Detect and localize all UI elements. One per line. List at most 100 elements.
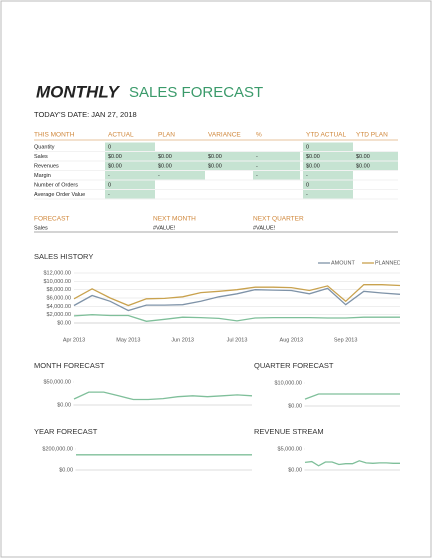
y-tick-label: $2,000.00 xyxy=(47,312,71,318)
y-tick-label: $10,000.00 xyxy=(43,279,71,285)
table-header: THIS MONTH xyxy=(34,132,75,139)
table-header: ACTUAL xyxy=(108,132,134,139)
forecast-text: Sales xyxy=(34,225,48,231)
forecast-header: FORECAST xyxy=(34,216,69,223)
charts: SALES HISTORY $0.00 $2,000.00 $4,000.00 $6,0… xyxy=(34,252,401,473)
table-text: $0.00 xyxy=(356,154,370,160)
table-cell xyxy=(303,180,353,189)
table-cell xyxy=(205,152,253,161)
table-text: - xyxy=(108,173,110,179)
table-text: Revenues xyxy=(34,163,59,169)
table-text: 0 xyxy=(306,182,309,188)
table-header: PLAN xyxy=(158,132,175,139)
series-line xyxy=(73,287,401,312)
table-cell xyxy=(253,152,300,161)
y-tick-label: $12,000.00 xyxy=(43,270,71,276)
table-text: $0.00 xyxy=(108,154,122,160)
y-tick-label: $0.00 xyxy=(288,467,302,473)
table-cell xyxy=(105,180,155,189)
table-cell xyxy=(105,152,155,161)
table-cell xyxy=(353,152,398,161)
table-text: - xyxy=(256,173,258,179)
table-cell xyxy=(303,161,353,170)
y-tick-label: $0.00 xyxy=(59,467,73,473)
y-tick-label: $8,000.00 xyxy=(47,287,71,293)
table-text: $0.00 xyxy=(306,154,320,160)
y-tick-label: $5,000.00 xyxy=(278,446,302,452)
table-text: $0.00 xyxy=(306,163,320,169)
chart-title: YEAR FORECAST xyxy=(34,427,98,436)
table-cell xyxy=(105,161,155,170)
table-text: Quantity xyxy=(34,144,55,150)
title-rest: SALES FORECAST xyxy=(129,84,263,101)
table-header: VARIANCE xyxy=(208,132,241,139)
table-text: - xyxy=(256,163,258,169)
table-cell xyxy=(253,171,300,180)
table-text: Number of Orders xyxy=(34,182,78,188)
table-cell xyxy=(303,171,353,180)
table-header: YTD ACTUAL xyxy=(306,132,346,139)
table-header: % xyxy=(256,132,262,139)
table-text: $0.00 xyxy=(356,163,370,169)
table-text: $0.00 xyxy=(158,163,172,169)
chart-title: SALES HISTORY xyxy=(34,252,93,261)
series-line xyxy=(304,460,400,467)
table-cell xyxy=(303,152,353,161)
x-tick-label: Apr 2013 xyxy=(63,337,85,343)
legend: AMOUNT PLANNED xyxy=(318,260,401,266)
series-line xyxy=(73,284,401,307)
chart-title: REVENUE STREAM xyxy=(254,427,324,436)
y-tick-label: $6,000.00 xyxy=(47,295,71,301)
table-text: - xyxy=(306,192,308,198)
date: TODAY'S DATE: JAN 27, 2018 xyxy=(34,110,137,119)
table-cell xyxy=(303,142,353,151)
table-cell xyxy=(205,161,253,170)
x-tick-label: Jul 2013 xyxy=(227,337,248,343)
table-text: - xyxy=(306,173,308,179)
y-tick-label: $50,000.00 xyxy=(43,379,71,385)
table-cell xyxy=(105,142,155,151)
table-cell xyxy=(155,152,205,161)
forecast-header: NEXT MONTH xyxy=(153,216,196,223)
forecast-text: #VALUE! xyxy=(153,225,176,231)
table-text: Average Order Value xyxy=(34,192,85,198)
series-line xyxy=(73,314,400,322)
table-cell xyxy=(105,190,155,199)
table-text: - xyxy=(158,173,160,179)
x-tick-label: Sep 2013 xyxy=(334,337,358,343)
table-cell xyxy=(155,171,205,180)
forecast-header: NEXT QUARTER xyxy=(253,216,304,223)
table-cell xyxy=(353,161,398,170)
table-text: Margin xyxy=(34,173,51,179)
table-text: - xyxy=(108,192,110,198)
table-text: 0 xyxy=(306,144,309,150)
table-cell xyxy=(303,190,353,199)
x-tick-label: Jun 2013 xyxy=(171,337,194,343)
table-text: 0 xyxy=(108,144,111,150)
legend-label: PLANNED xyxy=(375,260,401,266)
chart-title: QUARTER FORECAST xyxy=(254,361,334,370)
table-text: $0.00 xyxy=(108,163,122,169)
table-text: 0 xyxy=(108,182,111,188)
series-line xyxy=(73,391,253,401)
chart-title: MONTH FORECAST xyxy=(34,361,105,370)
table-text: $0.00 xyxy=(208,154,222,160)
y-tick-label: $0.00 xyxy=(288,403,302,409)
series-line xyxy=(304,393,400,400)
table-cell xyxy=(253,161,300,170)
x-tick-label: May 2013 xyxy=(116,337,140,343)
title-bold: MONTHLY xyxy=(36,82,120,101)
table-cell xyxy=(105,171,155,180)
table-text: - xyxy=(256,154,258,160)
y-tick-label: $0.00 xyxy=(57,402,71,408)
tables: THIS MONTH ACTUAL PLAN VARIANCE% YTD ACTUAL Y… xyxy=(34,132,398,233)
y-tick-label: $10,000.00 xyxy=(274,380,302,386)
table-header: YTD PLAN xyxy=(356,132,388,139)
x-tick-label: Aug 2013 xyxy=(280,337,304,343)
y-tick-label: $4,000.00 xyxy=(47,304,71,310)
y-tick-label: $0.00 xyxy=(57,320,71,326)
table-text: Sales xyxy=(34,154,48,160)
y-tick-label: $200,000.00 xyxy=(42,446,73,452)
